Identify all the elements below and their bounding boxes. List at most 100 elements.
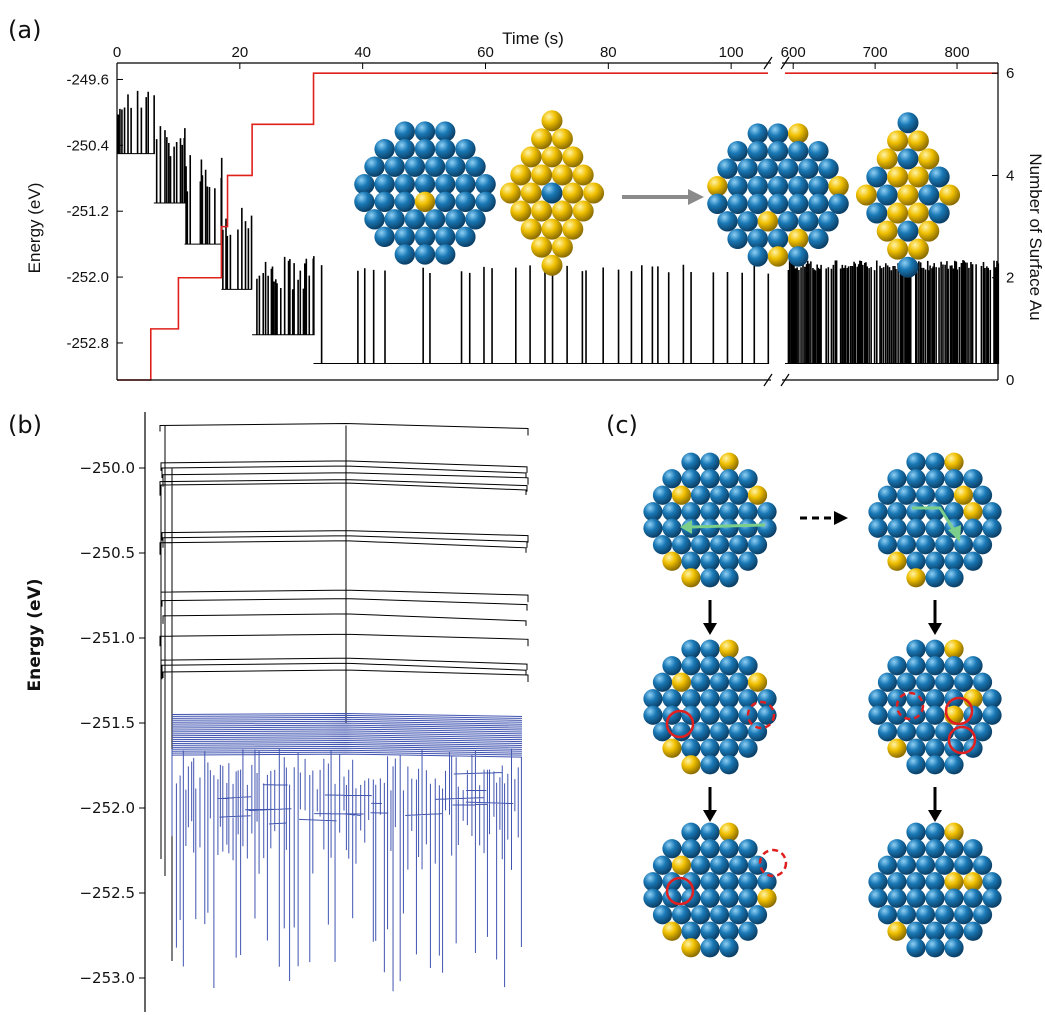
au-atom [414,191,436,212]
co-atom [897,112,919,134]
au-atom [747,672,768,692]
co-atom [915,905,936,925]
axis-break-mark [780,56,790,70]
c-down-arrow-head [703,810,717,822]
co-atom [455,191,476,212]
co-atom [808,193,829,214]
co-atom [434,174,456,195]
panel-label-c: (c) [606,411,638,439]
a-y-tick-label: -252.8 [66,335,109,352]
co-atom [887,502,907,522]
co-atom [681,689,701,709]
co-atom [445,156,466,177]
au-atom [787,123,809,144]
co-atom [643,705,663,725]
au-atom [671,672,692,692]
co-atom [925,921,945,941]
co-atom [906,938,926,958]
co-atom [690,722,711,742]
co-atom [700,469,720,489]
co-atom [897,256,919,278]
co-atom [925,839,945,859]
co-atom [925,938,945,958]
au-atom [562,218,584,240]
co-atom [934,672,955,692]
co-atom [868,888,888,908]
a-cluster-final [707,123,849,267]
co-atom [972,905,993,925]
au-atom [572,164,594,186]
co-atom [681,921,701,941]
co-atom [700,452,720,472]
co-atom [915,485,936,505]
co-atom [374,226,395,248]
co-atom [906,839,926,859]
co-atom [728,672,749,692]
au-atom [944,452,964,472]
co-atom [866,166,888,188]
co-atom [738,469,758,489]
co-atom [963,921,983,941]
a-y2-tick-label: 2 [1006,270,1014,287]
co-atom [662,689,682,709]
co-atom [906,639,926,659]
co-atom [982,689,1002,709]
co-atom [818,211,839,232]
au-atom [520,146,542,168]
co-atom [738,872,758,892]
c-down-arrow-head [703,623,717,635]
co-atom [690,535,711,555]
co-atom [541,182,563,204]
co-atom [944,888,964,908]
co-atom [925,518,945,538]
co-atom [915,672,936,692]
co-atom [808,228,829,250]
a-y-tick-label: -249.6 [66,71,109,88]
au-atom [531,236,553,258]
co-atom [972,535,993,555]
co-atom [915,855,936,875]
au-atom [887,738,907,758]
co-atom [767,140,789,162]
co-atom [808,140,829,162]
co-atom [963,469,983,489]
co-atom [896,855,917,875]
c-migration-arrow-head [948,525,961,542]
co-atom [465,209,486,230]
co-atom [394,226,416,248]
c-down-arrow-head [928,623,942,635]
c-migration-arrow [912,506,957,533]
co-atom [868,502,888,522]
au-atom [876,148,898,170]
a-y-tick-label: -251.2 [66,203,109,220]
co-atom [643,689,663,709]
co-atom [877,905,898,925]
co-atom [925,452,945,472]
co-atom [434,121,456,142]
co-atom [719,568,739,588]
co-atom [767,123,789,144]
co-atom [737,158,758,179]
co-atom [738,502,758,522]
au-atom [963,872,983,892]
co-atom [928,166,950,188]
co-atom [700,872,720,892]
c-vacancy-marker-dashed [758,848,788,878]
c-down-arrow-head [928,810,942,822]
a-y-tick-label: -250.4 [66,137,109,154]
co-atom [434,191,456,212]
b-y-tick-label: −250.0 [79,459,135,477]
co-atom [738,921,758,941]
co-atom [925,689,945,709]
au-atom [510,200,532,222]
co-atom [700,738,720,758]
co-atom [728,722,749,742]
co-atom [787,193,809,214]
co-atom [944,568,964,588]
a-x-tick-label: 40 [354,44,371,61]
co-atom [906,888,926,908]
co-atom [709,722,730,742]
b-black-levels [159,422,529,961]
co-atom [700,705,720,725]
au-atom [944,639,964,659]
